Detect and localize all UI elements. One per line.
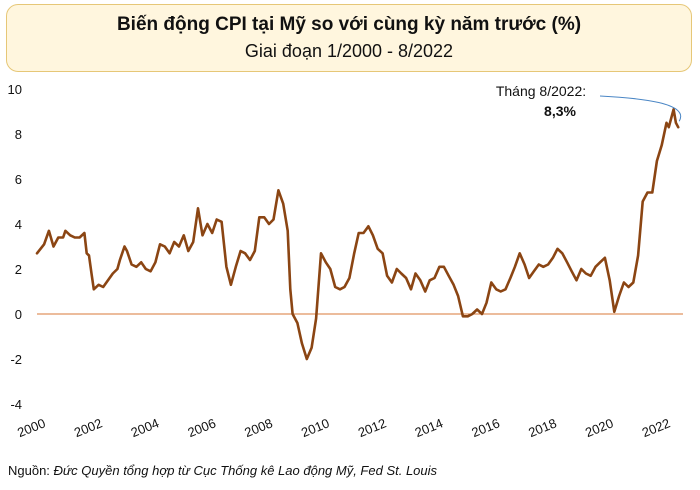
y-tick-label: 4 bbox=[15, 217, 22, 232]
x-tick-label: 2016 bbox=[469, 415, 501, 440]
chart-title-box: Biến động CPI tại Mỹ so với cùng kỳ năm … bbox=[6, 4, 692, 72]
latest-value-callout: Tháng 8/2022: 8,3% bbox=[496, 83, 682, 122]
y-tick-label: 0 bbox=[15, 307, 22, 322]
x-tick-label: 2012 bbox=[356, 415, 388, 440]
callout-value: 8,3% bbox=[544, 103, 576, 119]
y-tick-label: 10 bbox=[8, 82, 22, 97]
source-note: Nguồn: Đức Quyền tổng hợp từ Cục Thống k… bbox=[8, 463, 437, 478]
x-tick-label: 2002 bbox=[72, 415, 104, 440]
y-axis: -4 -2 0 2 4 6 8 10 bbox=[8, 82, 22, 412]
x-axis: 2000 2002 2004 2006 2008 2010 2012 2014 2016 2018… bbox=[15, 415, 672, 440]
x-tick-label: 2004 bbox=[129, 415, 161, 440]
x-tick-label: 2008 bbox=[242, 415, 274, 440]
x-tick-label: 2000 bbox=[15, 415, 47, 440]
y-tick-label: 2 bbox=[15, 262, 22, 277]
x-tick-label: 2010 bbox=[299, 415, 331, 440]
chart-subtitle: Giai đoạn 1/2000 - 8/2022 bbox=[244, 41, 454, 61]
x-tick-label: 2020 bbox=[583, 415, 615, 440]
x-tick-label: 2018 bbox=[526, 415, 558, 440]
x-tick-label: 2006 bbox=[185, 415, 217, 440]
chart-title: Biến động CPI tại Mỹ so với cùng kỳ năm … bbox=[116, 14, 582, 35]
y-tick-label: -2 bbox=[10, 352, 22, 367]
cpi-series-line bbox=[35, 108, 680, 361]
x-tick-label: 2022 bbox=[640, 415, 672, 440]
x-tick-label: 2014 bbox=[413, 415, 445, 440]
y-tick-label: 6 bbox=[15, 172, 22, 187]
y-tick-label: 8 bbox=[15, 127, 22, 142]
callout-arrow bbox=[599, 95, 682, 122]
source-text: Đức Quyền tổng hợp từ Cục Thống kê Lao đ… bbox=[53, 463, 438, 478]
callout-label: Tháng 8/2022: bbox=[496, 83, 586, 99]
y-tick-label: -4 bbox=[10, 397, 22, 412]
source-prefix: Nguồn: bbox=[8, 463, 50, 478]
